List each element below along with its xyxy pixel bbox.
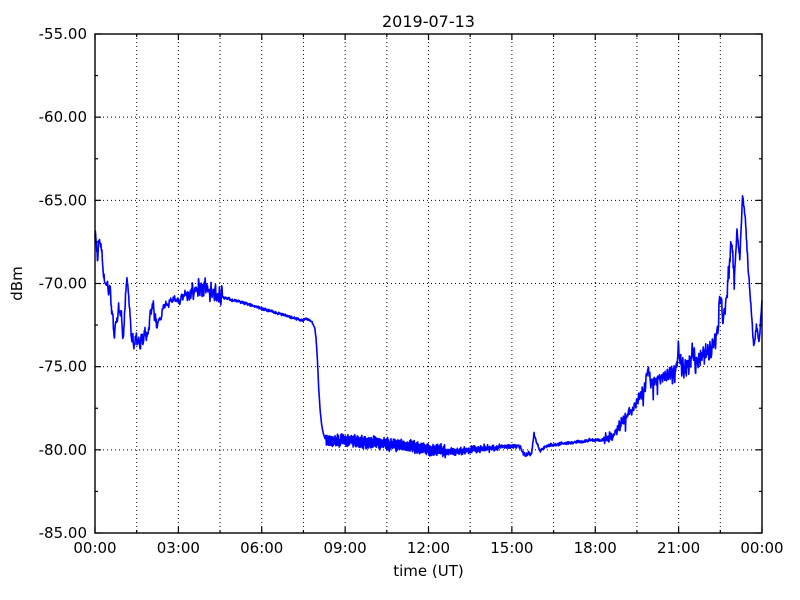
x-tick-label: 12:00 [407,539,450,557]
y-axis-label: dBm [8,266,26,300]
y-tick-label: -80.00 [39,441,87,459]
y-tick-label: -60.00 [39,108,87,126]
y-tick-label: -85.00 [39,524,87,542]
y-tick-label: -65.00 [39,191,87,209]
x-axis-label: time (UT) [393,562,464,580]
data-series-line [94,195,763,459]
x-tick-label: 21:00 [657,539,700,557]
y-tick-label: -75.00 [39,358,87,376]
x-tick-label: 09:00 [324,539,367,557]
y-axis-tick-labels: -85.00 -80.00 -75.00 -70.00 -65.00 -60.00 -55.… [39,25,87,542]
x-tick-label: 06:00 [240,539,283,557]
y-axis-ticks [95,33,762,534]
chart-title: 2019-07-13 [382,12,475,31]
x-axis-tick-labels: 00:00 03:00 06:00 09:00 12:00 15:00 18:00 21:00… [73,539,783,557]
x-tick-label: 00:00 [73,539,116,557]
y-tick-label: -55.00 [39,25,87,43]
x-tick-label: 18:00 [574,539,617,557]
x-tick-label: 00:00 [740,539,783,557]
x-tick-label: 03:00 [157,539,200,557]
x-tick-label: 15:00 [490,539,533,557]
x-axis-ticks [94,34,763,533]
y-tick-label: -70.00 [39,275,87,293]
